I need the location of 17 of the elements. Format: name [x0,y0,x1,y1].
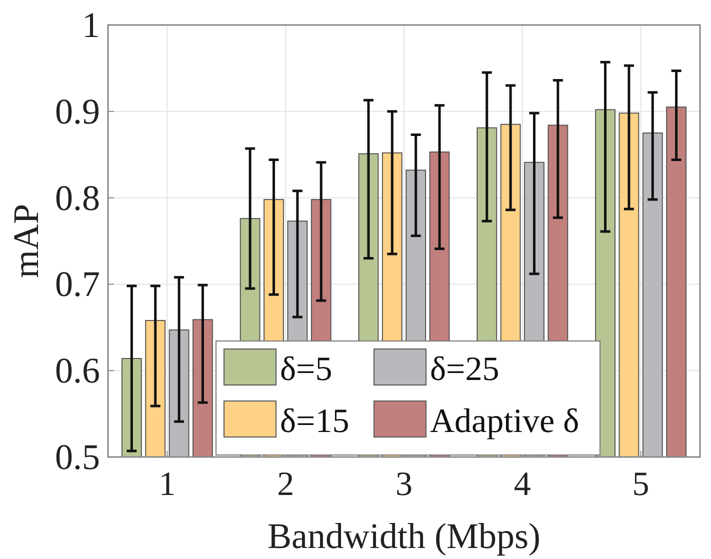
x-tick-label: 1 [158,466,176,503]
y-tick-label: 0.9 [55,91,100,132]
y-axis-title: mAP [6,204,46,278]
x-axis-title: Bandwidth (Mbps) [268,516,540,556]
legend-label: Adaptive δ [430,403,580,440]
x-tick-label: 3 [396,466,412,503]
y-tick-label: 1 [82,5,100,45]
x-tick-label: 5 [632,466,650,503]
y-tick-label: 0.7 [55,264,100,304]
y-tick-label: 0.8 [55,178,100,218]
x-tick-label: 2 [277,466,294,503]
x-tick-label: 4 [514,466,531,503]
y-tick-label: 0.5 [55,437,100,477]
y-tick-label: 0.6 [55,350,100,391]
legend-label: δ=5 [280,351,332,388]
legend-label: δ=25 [430,351,500,388]
legend-label: δ=15 [280,403,350,440]
